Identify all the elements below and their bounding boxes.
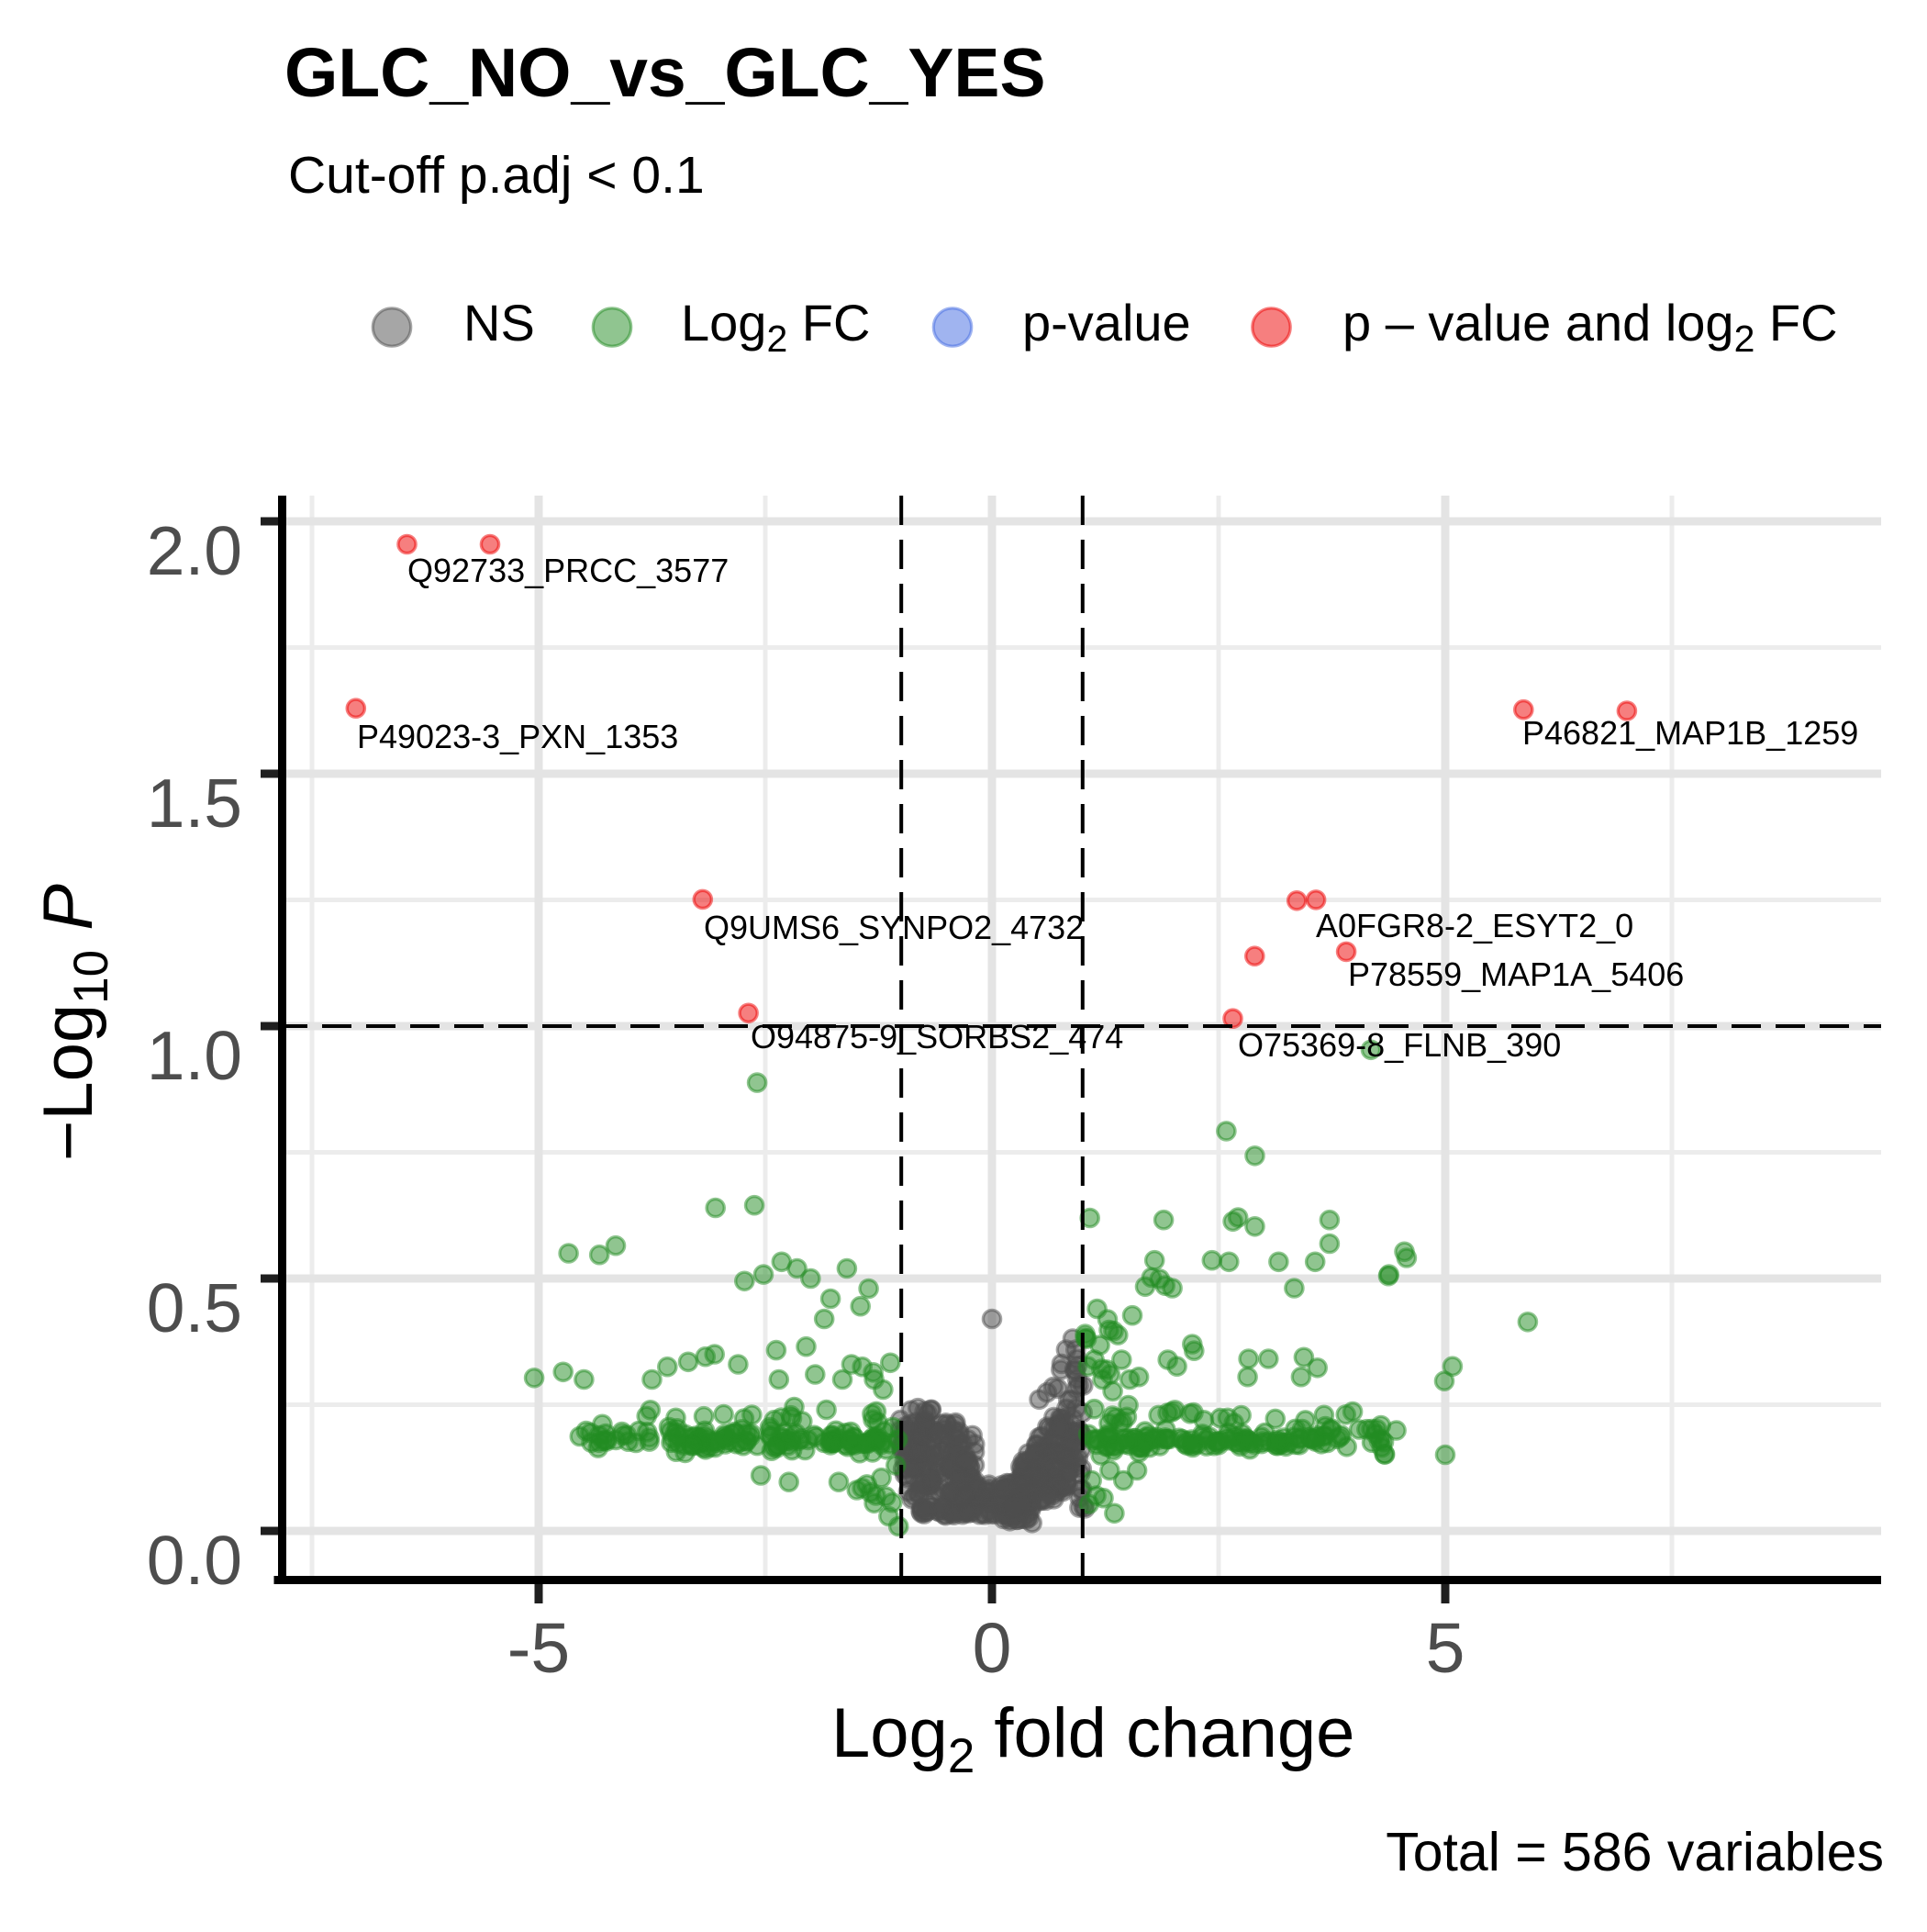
svg-text:p – value and log2 FC: p – value and log2 FC xyxy=(1342,294,1838,360)
svg-text:P78559_MAP1A_5406: P78559_MAP1A_5406 xyxy=(1348,955,1684,993)
svg-text:Log2 FC: Log2 FC xyxy=(681,294,870,360)
svg-text:0.0: 0.0 xyxy=(147,1522,242,1599)
svg-text:P49023-3_PXN_1353: P49023-3_PXN_1353 xyxy=(357,718,678,755)
svg-text:0.5: 0.5 xyxy=(147,1269,242,1346)
svg-text:1.0: 1.0 xyxy=(147,1017,242,1094)
svg-text:5: 5 xyxy=(1426,1609,1465,1688)
svg-text:NS: NS xyxy=(463,294,535,352)
svg-text:O75369-8_FLNB_390: O75369-8_FLNB_390 xyxy=(1238,1026,1561,1064)
svg-text:P46821_MAP1B_1259: P46821_MAP1B_1259 xyxy=(1522,714,1858,752)
svg-text:2.0: 2.0 xyxy=(147,512,242,589)
svg-text:-5: -5 xyxy=(507,1609,570,1688)
svg-text:A0FGR8-2_ESYT2_0: A0FGR8-2_ESYT2_0 xyxy=(1316,907,1633,944)
svg-text:−Log10 P: −Log10 P xyxy=(29,884,118,1161)
svg-text:p-value: p-value xyxy=(1022,294,1191,352)
svg-text:Q92733_PRCC_3577: Q92733_PRCC_3577 xyxy=(407,552,729,589)
svg-text:Q9UMS6_SYNPO2_4732: Q9UMS6_SYNPO2_4732 xyxy=(704,909,1084,946)
svg-text:GLC_NO_vs_GLC_YES: GLC_NO_vs_GLC_YES xyxy=(284,34,1045,111)
svg-text:Cut-off p.adj < 0.1: Cut-off p.adj < 0.1 xyxy=(288,146,705,205)
svg-text:Total = 586 variables: Total = 586 variables xyxy=(1386,1822,1884,1882)
svg-text:O94875-9_SORBS2_474: O94875-9_SORBS2_474 xyxy=(751,1018,1123,1055)
svg-text:1.5: 1.5 xyxy=(147,765,242,842)
svg-text:Log2 fold change: Log2 fold change xyxy=(831,1694,1354,1783)
svg-text:0: 0 xyxy=(973,1609,1012,1688)
